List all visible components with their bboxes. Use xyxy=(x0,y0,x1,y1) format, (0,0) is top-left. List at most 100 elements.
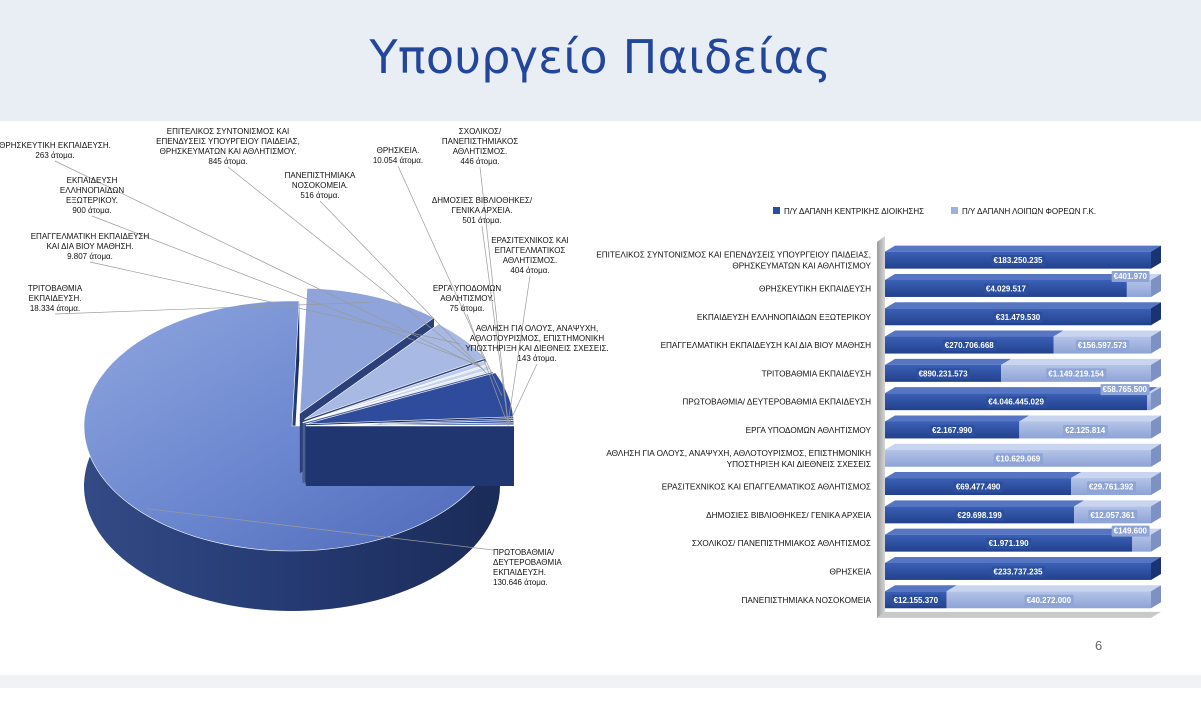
value-label-bg xyxy=(1100,384,1150,396)
category-label: ΕΠΙΤΕΛΙΚΟΣ ΣΥΝΤΟΝΙΣΜΟΣ ΚΑΙ ΕΠΕΝΔΥΣΕΙΣ ΥΠ… xyxy=(596,251,871,271)
pie-chart: ΠΡΩΤΟΒΑΘΜΙΑ/ΔΕΥΤΕΡΟΒΑΘΜΙΑ ΕΚΠΑΙΔΕΥΣΗ. 130.… xyxy=(0,127,609,611)
pie-label: ΘΡΗΣΚΕΥΤΙΚΗ ΕΚΠΑΙΔΕΥΣΗ. 263 άτομα. xyxy=(0,141,111,160)
bar-top-face xyxy=(1053,330,1161,337)
category-label: ΕΡΓΑ ΥΠΟΔΟΜΩΝ ΑΘΛΗΤΙΣΜΟΥ xyxy=(746,426,872,435)
bar-row: ΔΗΜΟΣΙΕΣ ΒΙΒΛΙΟΘΗΚΕΣ/ ΓΕΝΙΚΑ ΑΡΧΕΙΑ €29.6… xyxy=(706,500,1161,524)
bar-top-face xyxy=(1147,387,1161,394)
bar-top-face xyxy=(885,528,1143,535)
value-label-bg xyxy=(1111,525,1150,537)
pie-label: ΑΘΛΗΣΗ ΓΙΑ ΟΛΟΥΣ, ΑΝΑΨΥΧΗ, ΑΘΛΟΤΟΥΡΙΣΜΟΣ,… xyxy=(465,324,608,363)
bar-top-face xyxy=(885,302,1161,309)
bar-top-face xyxy=(1019,415,1161,422)
category-label: ΣΧΟΛΙΚΟΣ/ ΠΑΝΕΠΙΣΤΗΜΙΑΚΟΣ ΑΘΛΗΤΙΣΜΟΣ xyxy=(692,539,871,548)
value-label-bg xyxy=(991,255,1046,267)
bar-other xyxy=(1147,393,1151,411)
value-label: €401.970 xyxy=(1114,272,1148,281)
value-label: €10.629.069 xyxy=(996,454,1041,463)
bottom-strip xyxy=(0,675,1201,688)
pie-label: ΠΑΝΕΠΙΣΤΗΜΙΑΚΑ ΝΟΣΟΚΟΜΕΙΑ. 516 άτομα. xyxy=(285,171,356,200)
value-label-bg xyxy=(930,424,975,436)
value-label-bg xyxy=(983,283,1029,295)
legend-label: Π/Υ ΔΑΠΑΝΗ ΚΕΝΤΡΙΚΗΣ ΔΙΟΙΚΗΣΗΣ xyxy=(784,207,924,216)
value-label: €31.479.530 xyxy=(996,313,1041,322)
pie-leader-line xyxy=(397,165,503,396)
bar-top-face xyxy=(885,330,1064,337)
value-label: €2.125.814 xyxy=(1065,426,1106,435)
category-label: ΤΡΙΤΟΒΑΘΜΙΑ ΕΚΠΑΙΔΕΥΣΗ xyxy=(762,369,871,378)
value-label: €156.597.573 xyxy=(1078,341,1127,350)
pie-leader-line xyxy=(507,363,538,426)
pie-label: ΕΠΑΓΓΕΛΜΑΤΙΚΗ ΕΚΠΑΙΔΕΥΣΗ ΚΑΙ ΔΙΑ ΒΙΟΥ ΜΑΘ… xyxy=(31,232,150,261)
bar-side-face xyxy=(1151,330,1161,354)
bar-top-face xyxy=(885,556,1161,563)
pie-label: ΕΚΠΑΙΔΕΥΣΗ ΕΛΛΗΝΟΠΑΙΔΩΝ ΕΞΩΤΕΡΙΚΟΥ. 900 άτο… xyxy=(60,176,124,215)
bar-top-face xyxy=(885,245,1161,252)
value-label: €1.971.190 xyxy=(989,539,1030,548)
bar-top-face xyxy=(946,585,1161,592)
value-label: €890.231.573 xyxy=(919,369,968,378)
legend-label: Π/Υ ΔΑΠΑΝΗ ΛΟΙΠΩΝ ΦΟΡΕΩΝ Γ.Κ. xyxy=(962,207,1096,216)
pie-label: ΕΡΓΑ ΥΠΟΔΟΜΩΝ ΑΘΛΗΤΙΣΜΟΥ. 75 άτομα. xyxy=(433,284,502,313)
bar-top-face xyxy=(1074,500,1161,507)
value-label: €29.698.199 xyxy=(957,511,1002,520)
bar-top-face xyxy=(885,273,1137,280)
pie-leader-line xyxy=(146,508,494,551)
pie-leader-line xyxy=(466,313,509,426)
value-label: €183.250.235 xyxy=(994,256,1043,265)
category-label: ΕΡΑΣΙΤΕΧΝΙΚΟΣ ΚΑΙ ΕΠΑΓΓΕΛΜΑΤΙΚΟΣ ΑΘΛΗΤΙΣ… xyxy=(662,483,871,492)
pie-label: ΕΡΑΣΙΤΕΧΝΙΚΟΣ ΚΑΙ ΕΠΑΓΓΕΛΜΑΤΙΚΟΣ ΑΘΛΗΤΙΣΜΟ… xyxy=(491,236,569,275)
legend-swatch xyxy=(773,207,780,214)
bar-side-face xyxy=(1151,387,1161,411)
value-label-bg xyxy=(1063,424,1108,436)
pie-label: ΣΧΟΛΙΚΟΣ/ΠΑΝΕΠΙΣΤΗΜΙΑΚΟΣ ΑΘΛΗΤΙΣΜΟΣ. 446 ά… xyxy=(442,127,518,166)
category-label: ΘΡΗΣΚΕΥΤΙΚΗ ΕΚΠΑΙΔΕΥΣΗ xyxy=(759,284,871,293)
bar-side-face xyxy=(1151,585,1161,609)
value-label: €270.706.668 xyxy=(945,341,994,350)
bar-row: ΠΡΩΤΟΒΑΘΜΙΑ/ ΔΕΥΤΕΡΟΒΑΘΜΙΑ ΕΚΠΑΙΔΕΥΣΗ €4.… xyxy=(682,384,1161,411)
slide-title: Υπουργείο Παιδείας xyxy=(369,30,832,84)
value-label-bg xyxy=(942,340,997,352)
category-label: ΘΡΗΣΚΕΙΑ xyxy=(830,567,872,576)
pie-leader-line xyxy=(507,275,531,425)
category-label: ΠΑΝΕΠΙΣΤΗΜΙΑΚΑ ΝΟΣΟΚΟΜΕΙΑ xyxy=(741,596,871,605)
pie-label: ΘΡΗΣΚΕΙΑ. 10.054 άτομα. xyxy=(373,146,423,165)
bar-top-face xyxy=(885,358,1012,365)
pie-leader-line xyxy=(91,215,481,366)
bar-top-face xyxy=(885,500,1085,507)
bar-top-face xyxy=(885,472,1082,479)
bar-side-face xyxy=(1151,500,1161,524)
pie-label: ΕΠΙΤΕΛΙΚΟΣ ΣΥΝΤΟΝΙΣΜΟΣ ΚΑΙ ΕΠΕΝΔΥΣΕΙΣ ΥΠΟ… xyxy=(156,127,300,166)
value-label: €4.046.445.029 xyxy=(988,398,1044,407)
bar-row: ΑΘΛΗΣΗ ΓΙΑ ΟΛΟΥΣ, ΑΝΑΨΥΧΗ, ΑΘΛΟΤΟΥΡΙΣΜΟΣ… xyxy=(606,443,1161,469)
pie-leader-line xyxy=(54,301,373,315)
category-label: ΑΘΛΗΣΗ ΓΙΑ ΟΛΟΥΣ, ΑΝΑΨΥΧΗ, ΑΘΛΟΤΟΥΡΙΣΜΟΣ… xyxy=(606,449,871,469)
value-label: €29.761.392 xyxy=(1089,483,1134,492)
value-label: €233.737.235 xyxy=(994,567,1043,576)
bar-row: ΕΠΑΓΓΕΛΜΑΤΙΚΗ ΕΚΠΑΙΔΕΥΣΗ ΚΑΙ ΔΙΑ ΒΙΟΥ ΜΑ… xyxy=(661,330,1161,354)
value-label: €12.155.370 xyxy=(894,596,939,605)
bar-side-face xyxy=(1151,415,1161,439)
bar-row: ΣΧΟΛΙΚΟΣ/ ΠΑΝΕΠΙΣΤΗΜΙΑΚΟΣ ΑΘΛΗΤΙΣΜΟΣ €1.9… xyxy=(692,525,1161,552)
value-label-bg xyxy=(955,509,1005,521)
bar-row: ΘΡΗΣΚΕΥΤΙΚΗ ΕΚΠΑΙΔΕΥΣΗ €4.029.517 €401.970 xyxy=(759,270,1161,297)
bar-row: ΘΡΗΣΚΕΙΑ €233.737.235 xyxy=(830,556,1161,580)
bar-top-face xyxy=(885,585,957,592)
value-label-bg xyxy=(1086,481,1136,493)
pie-leader-line xyxy=(481,225,509,422)
value-label-bg xyxy=(1024,594,1074,606)
bar-row: ΕΚΠΑΙΔΕΥΣΗ ΕΛΛΗΝΟΠΑΙΔΩΝ ΕΞΩΤΕΡΙΚΟΥ €31.47… xyxy=(697,302,1161,326)
bar-row: ΕΠΙΤΕΛΙΚΟΣ ΣΥΝΤΟΝΙΣΜΟΣ ΚΑΙ ΕΠΕΝΔΥΣΕΙΣ ΥΠ… xyxy=(596,245,1161,271)
value-label: €40.272.000 xyxy=(1027,596,1072,605)
value-label-bg xyxy=(986,396,1047,408)
bar-row: ΕΡΓΑ ΥΠΟΔΟΜΩΝ ΑΘΛΗΤΙΣΜΟΥ €2.167.990 €2.125… xyxy=(746,415,1161,439)
pie-leader-line xyxy=(227,166,485,371)
bar-row: ΠΑΝΕΠΙΣΤΗΜΙΑΚΑ ΝΟΣΟΚΟΜΕΙΑ €12.155.370 €40.… xyxy=(741,585,1161,609)
bar-side-face xyxy=(1151,443,1161,467)
bar-top-face xyxy=(885,443,1161,450)
bar-top-face xyxy=(885,387,1158,394)
value-label-bg xyxy=(993,311,1043,323)
page-number: 6 xyxy=(1095,638,1103,653)
bar-side-face xyxy=(1151,302,1161,326)
bar-side-face xyxy=(1151,472,1161,496)
bar-row: ΕΡΑΣΙΤΕΧΝΙΚΟΣ ΚΑΙ ΕΠΑΓΓΕΛΜΑΤΙΚΟΣ ΑΘΛΗΤΙΣ… xyxy=(662,472,1161,496)
